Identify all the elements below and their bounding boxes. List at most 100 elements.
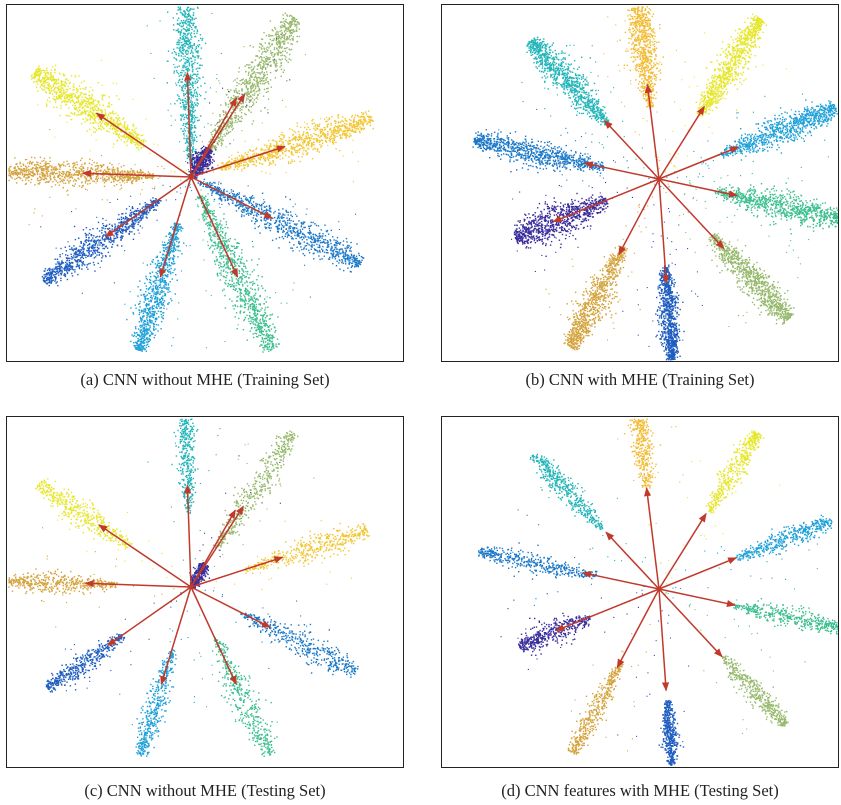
data-point (318, 250, 321, 252)
data-point (248, 293, 250, 295)
data-point (182, 130, 184, 132)
data-point (346, 246, 348, 248)
data-point (244, 282, 246, 284)
data-point (215, 192, 217, 194)
data-point (304, 221, 306, 223)
data-point (299, 160, 301, 163)
data-point (180, 119, 182, 121)
data-point (339, 137, 342, 140)
data-point (257, 76, 259, 79)
data-point (143, 320, 145, 322)
data-point (228, 127, 230, 129)
data-point (179, 22, 181, 24)
data-point (219, 224, 221, 226)
data-point (221, 289, 224, 292)
data-point (184, 29, 187, 31)
data-point (216, 247, 219, 249)
data-point (280, 27, 282, 29)
data-point (265, 223, 268, 225)
data-point (186, 65, 188, 68)
data-point (330, 229, 332, 232)
data-point (296, 223, 298, 225)
data-point (186, 36, 188, 39)
data-point (139, 341, 142, 343)
data-point (260, 47, 263, 49)
data-point (138, 309, 141, 312)
data-point (226, 261, 228, 263)
data-point (207, 225, 209, 227)
data-point (236, 262, 238, 265)
data-point (345, 255, 347, 257)
data-point (248, 300, 250, 303)
data-point (259, 61, 261, 63)
data-point (146, 278, 148, 281)
data-point (283, 42, 286, 44)
data-point (316, 243, 318, 246)
data-point (303, 149, 305, 151)
data-point (271, 54, 273, 56)
data-point (308, 249, 310, 252)
data-point (238, 197, 241, 199)
data-point (303, 247, 305, 249)
data-point (229, 286, 232, 288)
data-point (241, 214, 243, 216)
data-point (197, 197, 200, 200)
data-point (259, 205, 261, 207)
data-point (236, 77, 238, 80)
data-point (200, 47, 203, 49)
data-point (300, 126, 302, 129)
data-point (171, 52, 173, 54)
data-point (239, 292, 241, 294)
data-point (193, 8, 195, 10)
data-point (233, 159, 235, 162)
data-point (268, 224, 270, 227)
data-point (192, 63, 195, 65)
data-point (178, 30, 180, 33)
data-point (185, 84, 187, 86)
data-point (250, 281, 252, 283)
data-point (195, 91, 198, 93)
data-point (345, 263, 347, 265)
data-point (334, 132, 336, 134)
data-point (284, 38, 286, 41)
data-point (194, 151, 196, 153)
data-point (244, 152, 246, 154)
data-point (223, 133, 225, 136)
data-point (270, 227, 272, 229)
data-point (305, 149, 307, 152)
data-point (195, 68, 197, 70)
data-point (268, 204, 271, 207)
data-point (278, 247, 280, 249)
data-point (296, 30, 298, 32)
data-point (179, 41, 181, 44)
data-point (292, 38, 294, 40)
data-point (336, 236, 339, 239)
data-point (211, 212, 213, 215)
data-point (290, 15, 293, 17)
data-point (276, 225, 279, 227)
data-point (292, 238, 294, 240)
data-point (260, 154, 262, 157)
data-point (223, 111, 225, 113)
data-point (256, 220, 258, 222)
data-point (254, 218, 257, 220)
data-point (246, 165, 249, 168)
data-point (314, 125, 316, 128)
data-point (154, 295, 157, 298)
data-point (282, 18, 285, 20)
data-point (320, 146, 322, 148)
data-point (196, 116, 198, 119)
data-point (307, 141, 309, 143)
data-point (161, 290, 163, 292)
data-point (186, 82, 188, 84)
data-point (173, 72, 175, 74)
data-point (230, 117, 232, 120)
data-point (368, 115, 370, 118)
data-point (186, 90, 188, 92)
data-point (343, 254, 345, 256)
data-point (284, 154, 287, 156)
data-point (180, 51, 182, 53)
data-point (261, 59, 264, 62)
data-point (263, 47, 265, 49)
data-point (246, 97, 248, 99)
